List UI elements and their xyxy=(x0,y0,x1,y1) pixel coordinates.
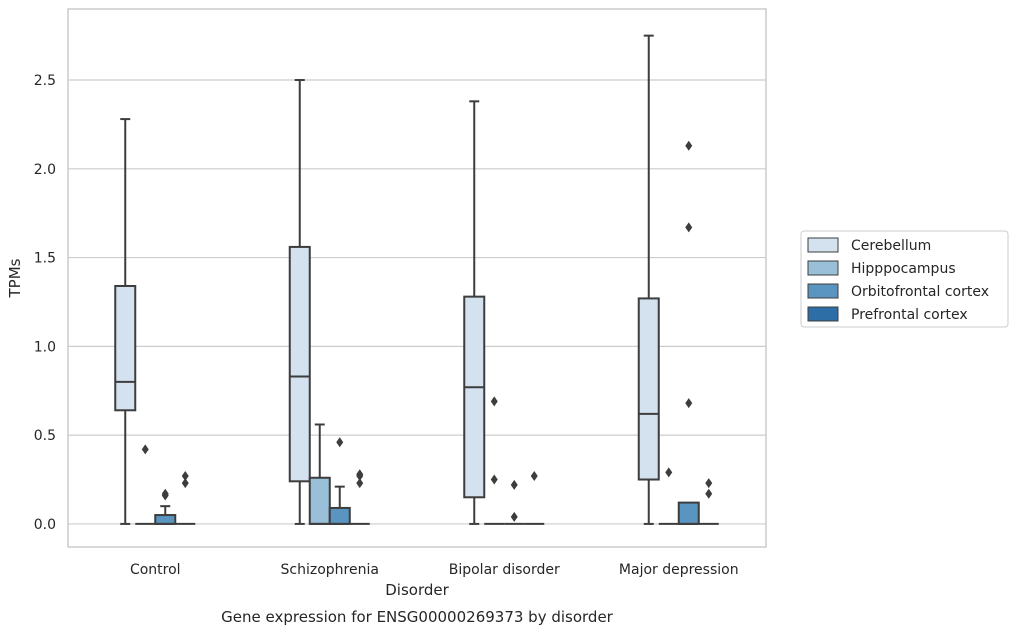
x-tick-label: Schizophrenia xyxy=(281,562,379,578)
outlier-point xyxy=(161,490,169,501)
box-prefrontal-cortex xyxy=(349,469,370,525)
box-hipppocampus xyxy=(135,444,156,525)
box-body xyxy=(677,501,700,525)
y-tick-label: 2.0 xyxy=(34,162,56,178)
box-prefrontal-cortex xyxy=(175,470,196,525)
box-cerebellum xyxy=(114,118,137,525)
box-body xyxy=(637,297,660,481)
outlier-point xyxy=(356,478,364,489)
box-cerebellum xyxy=(637,34,660,525)
box-body xyxy=(463,295,486,499)
outlier-point xyxy=(510,511,518,522)
y-tick-label: 2.5 xyxy=(34,73,56,89)
boxes xyxy=(114,34,719,525)
outlier-point xyxy=(685,398,693,409)
outlier-point xyxy=(181,470,189,481)
outlier-point xyxy=(685,222,693,233)
box-prefrontal-cortex xyxy=(524,470,545,525)
box-body xyxy=(154,514,177,525)
outlier-point xyxy=(705,478,713,489)
box-body xyxy=(328,506,351,525)
box-hipppocampus xyxy=(484,396,505,525)
box-hipppocampus xyxy=(658,467,679,525)
outlier-point xyxy=(510,479,518,490)
box-hipppocampus xyxy=(308,423,331,525)
y-tick-label: 1.0 xyxy=(34,339,56,355)
outlier-point xyxy=(336,437,344,448)
box-body xyxy=(288,245,311,483)
y-tick-label: 1.5 xyxy=(34,251,56,267)
legend-frame xyxy=(800,230,1009,328)
box-body xyxy=(114,284,137,412)
legend-label: Cerebellum xyxy=(851,238,931,254)
outlier-point xyxy=(530,470,538,481)
legend-swatch xyxy=(807,306,839,322)
x-tick-label: Major depression xyxy=(619,562,739,578)
outlier-point xyxy=(490,474,498,485)
x-axis-title: Disorder xyxy=(385,581,449,599)
y-axis-ticks: 0.0 0.5 1.0 1.5 2.0 2.5 xyxy=(34,73,56,533)
legend-label: Prefrontal cortex xyxy=(851,307,968,323)
legend-swatch xyxy=(807,237,839,253)
box-orbitofrontal-cortex xyxy=(504,479,525,525)
x-tick-label: Bipolar disorder xyxy=(449,562,560,578)
outlier-point xyxy=(705,488,713,499)
box-cerebellum xyxy=(288,79,311,525)
y-tick-label: 0.0 xyxy=(34,517,56,533)
legend-swatch xyxy=(807,283,839,299)
outlier-point xyxy=(685,140,693,151)
box-prefrontal-cortex xyxy=(698,478,719,525)
outlier-point xyxy=(181,478,189,489)
outlier-point xyxy=(141,444,149,455)
box-orbitofrontal-cortex xyxy=(328,437,351,525)
outlier-point xyxy=(490,396,498,407)
y-tick-label: 0.5 xyxy=(34,428,56,444)
legend-label: Orbitofrontal cortex xyxy=(851,284,989,300)
box-cerebellum xyxy=(463,100,486,525)
outlier-point xyxy=(665,467,673,478)
legend: Cerebellum Hipppocampus Orbitofrontal cort… xyxy=(800,230,1009,328)
x-axis-ticks: Control Schizophrenia Bipolar disorder Majo… xyxy=(130,562,739,578)
box-orbitofrontal-cortex xyxy=(154,488,177,525)
legend-swatch xyxy=(807,260,839,276)
y-axis-title: TPMs xyxy=(6,258,24,298)
chart-caption: Gene expression for ENSG00000269373 by d… xyxy=(221,608,614,626)
x-tick-label: Control xyxy=(130,562,181,578)
box-orbitofrontal-cortex xyxy=(677,140,700,525)
plot-frame xyxy=(67,8,767,548)
box-body xyxy=(308,476,331,525)
legend-label: Hipppocampus xyxy=(851,261,956,277)
outlier-point xyxy=(356,470,364,481)
